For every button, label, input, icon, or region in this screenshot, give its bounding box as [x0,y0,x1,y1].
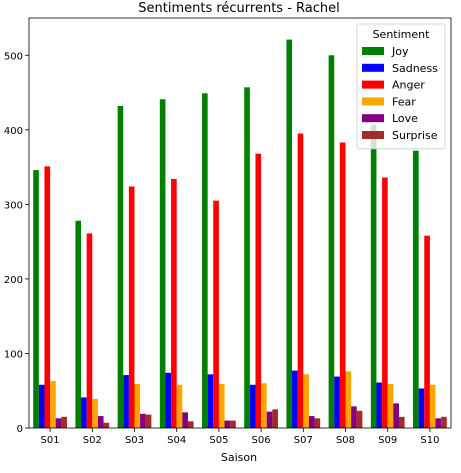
bar-joy-s02 [75,220,82,428]
legend-swatch-joy [362,47,384,55]
y-tick-label: 500 [4,51,23,62]
bar-anger-s10 [424,235,430,428]
x-tick-label: S07 [294,435,313,446]
bar-sadness-s02 [81,397,87,428]
bar-anger-s09 [382,177,388,428]
bar-joy-s09 [370,124,377,428]
y-tick-label: 200 [4,275,23,286]
bar-joy-s06 [244,87,250,428]
bar-fear-s10 [429,384,436,428]
bar-surprise-s07 [314,418,321,428]
bar-sadness-s06 [249,384,256,428]
x-tick-label: S05 [209,435,228,446]
bar-love-s02 [97,416,104,428]
bar-love-s08 [351,406,357,428]
bar-love-s05 [224,420,231,428]
x-tick-label: S03 [125,435,144,446]
x-tick-label: S08 [336,435,355,446]
x-tick-label: S09 [378,435,397,446]
x-tick-label: S01 [41,435,60,446]
bar-surprise-s03 [145,414,152,428]
bar-anger-s08 [339,142,346,429]
bar-joy-s08 [328,55,335,429]
bar-joy-s03 [117,105,124,429]
bar-sadness-s08 [334,376,340,428]
bars-layer [33,39,447,429]
bar-love-s01 [55,418,62,428]
bar-joy-s07 [286,39,293,429]
bar-fear-s08 [345,371,352,428]
bar-surprise-s06 [272,409,278,428]
bar-joy-s01 [33,170,39,428]
bar-fear-s02 [92,398,98,428]
bar-anger-s03 [128,186,135,428]
legend: Sentiment Joy Sadness Anger Fear Love Surpris… [356,23,446,150]
legend-swatch-fear [362,97,384,106]
bar-anger-s05 [213,200,219,428]
bar-surprise-s10 [441,416,447,428]
bar-sadness-s10 [418,388,425,428]
bar-sadness-s03 [123,375,129,428]
bar-fear-s04 [176,384,183,428]
bar-love-s04 [182,412,188,428]
bar-sadness-s09 [376,382,383,428]
bar-surprise-s08 [356,410,363,428]
bar-love-s06 [266,411,273,428]
bar-surprise-s02 [103,422,110,428]
bar-sadness-s01 [38,384,45,428]
x-axis-label: Saison [221,451,257,464]
bar-fear-s06 [261,383,267,428]
y-tick-label: 300 [4,200,23,211]
chart-title: Sentiments récurrents - Rachel [138,1,340,16]
bar-fear-s01 [50,381,56,428]
bar-fear-s09 [387,384,394,428]
bar-anger-s06 [255,153,262,429]
bar-surprise-s09 [398,416,405,428]
y-tick-label: 400 [4,126,23,137]
bar-joy-s05 [202,93,208,428]
legend-label-surprise: Surprise [392,129,438,142]
bar-joy-s10 [413,150,419,428]
bar-sadness-s04 [165,372,172,428]
y-tick-label: 100 [4,349,23,360]
x-tick-label: S06 [252,435,271,446]
y-axis: 0 100 200 300 400 500 [4,51,29,435]
legend-swatch-surprise [362,131,384,139]
legend-title: Sentiment [373,28,431,41]
bar-surprise-s01 [61,416,67,428]
legend-items: Joy Sadness Anger Fear Love Surprise [362,45,438,142]
plot-frame [28,17,452,429]
bar-love-s03 [140,413,146,428]
legend-swatch-love [362,114,384,123]
bar-love-s07 [308,416,315,428]
legend-label-love: Love [392,112,418,125]
y-tick-label: 0 [17,424,23,435]
bar-love-s10 [435,418,442,428]
bar-joy-s04 [159,99,166,428]
x-tick-label: S10 [420,435,439,446]
bar-fear-s07 [303,374,309,428]
legend-label-joy: Joy [391,45,409,58]
bar-anger-s02 [86,233,93,428]
bar-anger-s04 [171,179,177,428]
bar-sadness-s05 [207,374,214,428]
x-axis: S01 S02 S03 S04 S05 S06 S07 S08 S09 S10 [41,428,439,446]
bar-love-s09 [393,403,399,428]
legend-label-anger: Anger [392,79,425,92]
bar-surprise-s04 [187,421,194,428]
legend-swatch-sadness [362,63,384,72]
bar-anger-s01 [44,166,51,428]
bar-fear-s03 [134,384,141,428]
bar-surprise-s05 [230,420,236,428]
bar-anger-s07 [297,133,304,429]
legend-label-sadness: Sadness [392,62,438,75]
bar-sadness-s07 [292,370,298,428]
bar-fear-s05 [218,384,225,428]
x-tick-label: S04 [167,435,186,446]
legend-label-fear: Fear [392,95,416,108]
x-tick-label: S02 [83,435,102,446]
legend-swatch-anger [362,80,384,89]
